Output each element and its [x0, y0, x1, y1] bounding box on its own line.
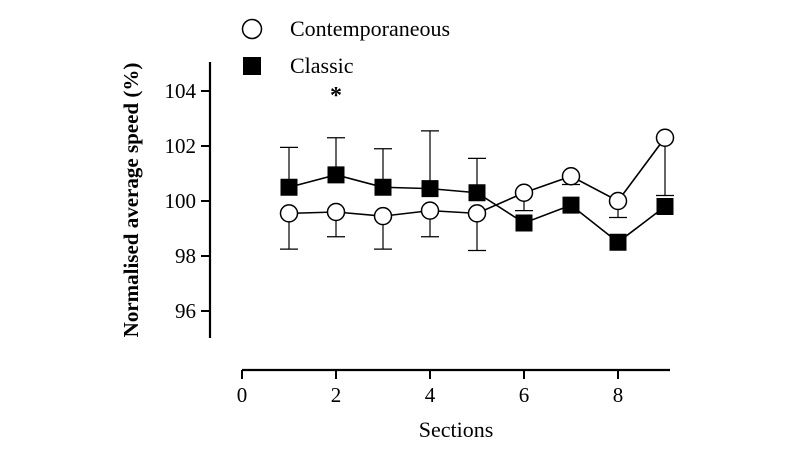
annotations: *	[330, 83, 342, 109]
y-axis-label: Normalised average speed (%)	[119, 63, 143, 338]
data-point-contemporaneous	[326, 202, 346, 222]
data-point-classic	[562, 196, 580, 214]
data-point-contemporaneous	[514, 183, 534, 202]
data-point-classic	[327, 166, 345, 184]
y-tick-label: 96	[175, 299, 196, 323]
data-point-classic	[421, 180, 439, 198]
y-tick-label: 102	[165, 134, 197, 158]
legend-label: Classic	[290, 53, 354, 78]
x-axis-label: Sections	[419, 417, 494, 442]
data-point-classic	[609, 233, 627, 251]
x-tick-label: 2	[331, 383, 342, 407]
data-point-contemporaneous	[655, 128, 675, 147]
legend-marker-contemporaneous	[241, 18, 263, 40]
x-tick-label: 0	[237, 383, 248, 407]
data-point-classic	[374, 178, 392, 196]
legend: Contemporaneous Classic	[241, 16, 450, 78]
data-point-contemporaneous	[561, 167, 581, 186]
axis-labels: Sections Normalised average speed (%)	[119, 63, 493, 442]
data-point-classic	[656, 198, 674, 215]
y-tick-label: 104	[165, 79, 197, 103]
data-point-classic	[468, 184, 486, 202]
data-point-contemporaneous	[420, 201, 440, 220]
data-point-contemporaneous	[608, 191, 628, 211]
significance-marker: *	[330, 83, 342, 109]
x-tick-label: 8	[613, 383, 624, 407]
y-tick-label: 98	[175, 244, 196, 268]
x-tick-label: 6	[519, 383, 530, 407]
data-point-classic	[280, 178, 298, 196]
legend-label: Contemporaneous	[290, 16, 450, 41]
data-point-contemporaneous	[373, 206, 393, 226]
data-point-contemporaneous	[467, 204, 487, 223]
series-markers	[279, 128, 675, 251]
y-tick-label: 100	[165, 189, 197, 213]
data-point-classic	[515, 214, 533, 232]
axes: 96 98 100 102 104 0 2 4 6 8	[165, 62, 670, 407]
data-point-contemporaneous	[279, 204, 299, 223]
x-tick-label: 4	[425, 383, 436, 407]
legend-marker-classic	[243, 57, 261, 75]
